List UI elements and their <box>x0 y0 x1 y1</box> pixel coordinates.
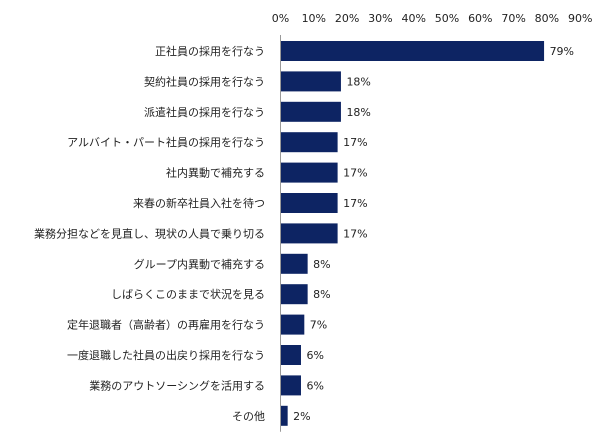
data-label: 79% <box>550 45 574 58</box>
x-tick-label: 40% <box>401 12 425 25</box>
data-label: 17% <box>343 227 367 240</box>
bar <box>281 41 545 61</box>
bar <box>281 284 308 305</box>
x-tick-label: 20% <box>335 12 359 25</box>
data-label: 18% <box>346 75 370 88</box>
category-label: アルバイト・パート社員の採用を行なう <box>67 135 265 149</box>
category-label: 定年退職者（高齢者）の再雇用を行なう <box>67 318 265 332</box>
category-label: しばらくこのままで状況を見る <box>111 287 265 301</box>
x-tick-label: 30% <box>368 12 392 25</box>
data-label: 17% <box>343 197 367 210</box>
data-label: 6% <box>306 379 323 392</box>
bar <box>281 193 338 213</box>
x-tick-label: 80% <box>535 12 559 25</box>
category-label: その他 <box>232 410 265 423</box>
category-label: グループ内異動で補充する <box>134 257 265 271</box>
x-tick-label: 90% <box>568 12 592 25</box>
bar <box>281 162 338 183</box>
x-tick-label: 60% <box>468 12 492 25</box>
bar <box>281 375 301 396</box>
category-label: 業務のアウトソーシングを活用する <box>89 378 265 392</box>
category-label: 一度退職した社員の出戻り採用を行なう <box>67 348 265 362</box>
category-label: 派遣社員の採用を行なう <box>144 105 265 119</box>
data-label: 8% <box>313 288 330 301</box>
x-tick-label: 10% <box>302 12 326 25</box>
data-label: 18% <box>346 106 370 119</box>
category-label: 社内異動で補充する <box>166 166 265 180</box>
category-label: 来春の新卒社員入社を待つ <box>133 196 265 210</box>
data-label: 17% <box>343 167 367 180</box>
category-label: 契約社員の採用を行なう <box>144 74 265 88</box>
x-tick-label: 50% <box>435 12 459 25</box>
data-label: 2% <box>293 410 310 423</box>
bar <box>281 132 338 153</box>
bar <box>281 345 301 365</box>
data-label: 6% <box>306 349 323 362</box>
bar <box>281 223 338 244</box>
x-tick-label: 70% <box>501 12 525 25</box>
x-tick-label: 0% <box>272 12 289 25</box>
data-label: 17% <box>343 136 367 149</box>
category-label: 業務分担などを見直し、現状の人員で乗り切る <box>34 226 265 240</box>
bar <box>281 101 341 122</box>
bar <box>281 71 341 92</box>
bar <box>281 253 308 274</box>
data-label: 8% <box>313 258 330 271</box>
bar <box>281 314 305 335</box>
bar <box>281 405 288 426</box>
data-label: 7% <box>310 319 327 332</box>
category-label: 正社員の採用を行なう <box>155 44 265 58</box>
